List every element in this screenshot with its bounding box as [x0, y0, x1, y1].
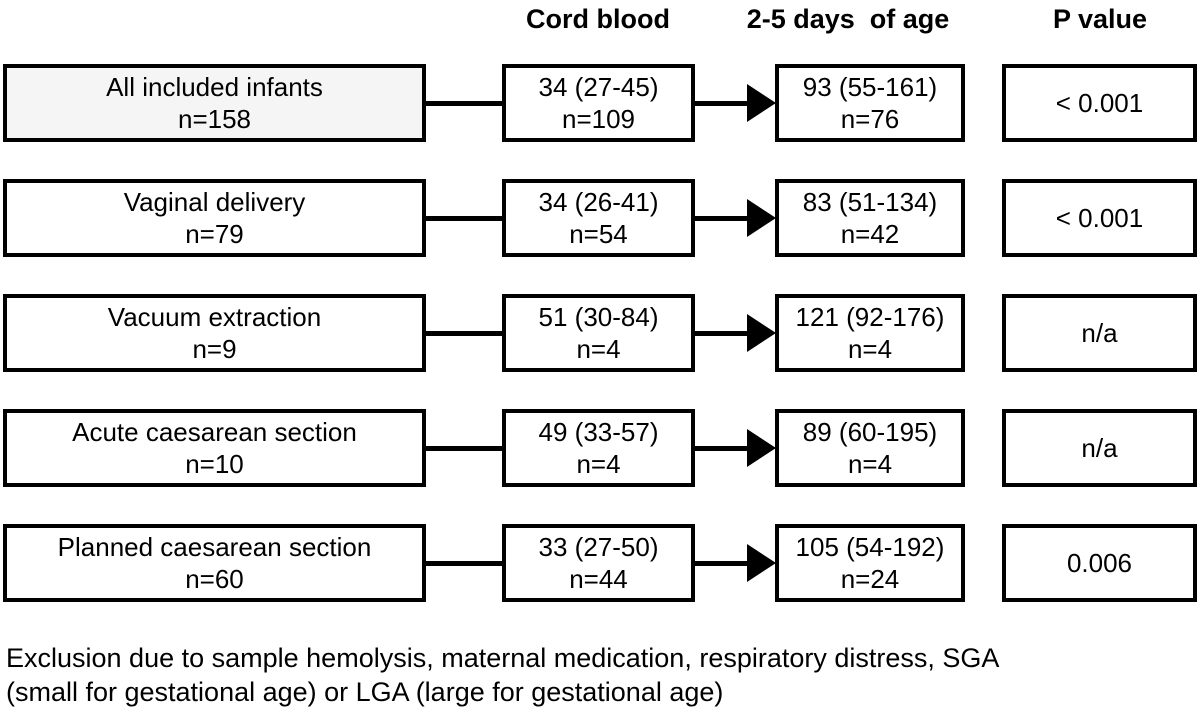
- column-header-cord-blood: Cord blood: [526, 4, 670, 34]
- group-n: n=79: [185, 219, 244, 249]
- flow-row-planned-caesarean: Planned caesarean section n=60 33 (27-50…: [0, 524, 1200, 602]
- days-value: 121 (92-176): [795, 302, 945, 332]
- right-arrow-icon: [747, 314, 776, 352]
- p-value-text: n/a: [1081, 318, 1118, 348]
- right-arrow-icon: [747, 199, 776, 237]
- group-n: n=158: [177, 104, 252, 134]
- days-value: 89 (60-195): [802, 417, 938, 447]
- arrow-line: [694, 561, 752, 566]
- arrow-line: [694, 446, 752, 451]
- p-value-text: 0.006: [1066, 548, 1133, 578]
- days-value: 105 (54-192): [795, 532, 945, 562]
- cord-blood-box: 34 (27-45) n=109: [502, 64, 695, 142]
- group-box: Acute caesarean section n=10: [3, 409, 426, 487]
- connector-line: [426, 561, 504, 566]
- group-n: n=9: [192, 334, 237, 364]
- connector-line: [426, 446, 504, 451]
- days-value: 83 (51-134): [802, 187, 938, 217]
- cord-value: 34 (27-45): [538, 72, 659, 102]
- days-box: 93 (55-161) n=76: [775, 64, 965, 142]
- group-n: n=60: [185, 564, 244, 594]
- p-value-box: < 0.001: [1002, 64, 1197, 142]
- arrow-line: [694, 331, 752, 336]
- cord-blood-box: 51 (30-84) n=4: [502, 294, 695, 372]
- cord-blood-box: 34 (26-41) n=54: [502, 179, 695, 257]
- p-value-box: < 0.001: [1002, 179, 1197, 257]
- group-label: Acute caesarean section: [72, 417, 357, 447]
- cord-blood-box: 49 (33-57) n=4: [502, 409, 695, 487]
- right-arrow-icon: [747, 429, 776, 467]
- p-value-text: < 0.001: [1055, 203, 1144, 233]
- group-label: Vacuum extraction: [107, 302, 322, 332]
- group-label: Planned caesarean section: [57, 532, 372, 562]
- p-value-box: n/a: [1002, 409, 1197, 487]
- p-value-text: n/a: [1081, 433, 1118, 463]
- flow-row-all-included-infants: All included infants n=158 34 (27-45) n=…: [0, 64, 1200, 142]
- days-n: n=76: [840, 104, 900, 134]
- p-value-box: 0.006: [1002, 524, 1197, 602]
- cord-value: 51 (30-84): [538, 302, 659, 332]
- days-n: n=4: [847, 334, 893, 364]
- arrow-line: [694, 216, 752, 221]
- flow-row-acute-caesarean: Acute caesarean section n=10 49 (33-57) …: [0, 409, 1200, 487]
- cord-value: 49 (33-57): [538, 417, 659, 447]
- connector-line: [426, 216, 504, 221]
- column-header-p-value: P value: [1052, 4, 1148, 34]
- days-box: 89 (60-195) n=4: [775, 409, 965, 487]
- connector-line: [426, 101, 504, 106]
- group-box: All included infants n=158: [3, 64, 426, 142]
- group-box: Vacuum extraction n=9: [3, 294, 426, 372]
- flow-row-vacuum-extraction: Vacuum extraction n=9 51 (30-84) n=4 121…: [0, 294, 1200, 372]
- days-box: 121 (92-176) n=4: [775, 294, 965, 372]
- p-value-text: < 0.001: [1055, 88, 1144, 118]
- connector-line: [426, 331, 504, 336]
- cord-n: n=44: [569, 564, 628, 594]
- right-arrow-icon: [747, 544, 776, 582]
- column-header-2-5-days: 2-5 days of age: [746, 4, 950, 34]
- days-box: 83 (51-134) n=42: [775, 179, 965, 257]
- days-n: n=42: [840, 219, 900, 249]
- footnote-line-1: Exclusion due to sample hemolysis, mater…: [6, 643, 1000, 673]
- footnote-line-2: (small for gestational age) or LGA (larg…: [6, 677, 724, 707]
- cord-blood-box: 33 (27-50) n=44: [502, 524, 695, 602]
- days-n: n=24: [840, 564, 900, 594]
- arrow-line: [694, 101, 752, 106]
- cord-value: 33 (27-50): [538, 532, 659, 562]
- group-box: Planned caesarean section n=60: [3, 524, 426, 602]
- cord-n: n=54: [569, 219, 628, 249]
- cord-n: n=4: [576, 449, 621, 479]
- p-value-box: n/a: [1002, 294, 1197, 372]
- days-value: 93 (55-161): [802, 72, 938, 102]
- cord-n: n=109: [561, 104, 636, 134]
- flow-row-vaginal-delivery: Vaginal delivery n=79 34 (26-41) n=54 83…: [0, 179, 1200, 257]
- group-label: Vaginal delivery: [123, 187, 306, 217]
- days-n: n=4: [847, 449, 893, 479]
- cord-n: n=4: [576, 334, 621, 364]
- right-arrow-icon: [747, 84, 776, 122]
- exclusion-footnote: Exclusion due to sample hemolysis, mater…: [6, 641, 1196, 709]
- group-box: Vaginal delivery n=79: [3, 179, 426, 257]
- group-label: All included infants: [106, 72, 323, 102]
- cord-value: 34 (26-41): [538, 187, 659, 217]
- group-n: n=10: [185, 449, 244, 479]
- days-box: 105 (54-192) n=24: [775, 524, 965, 602]
